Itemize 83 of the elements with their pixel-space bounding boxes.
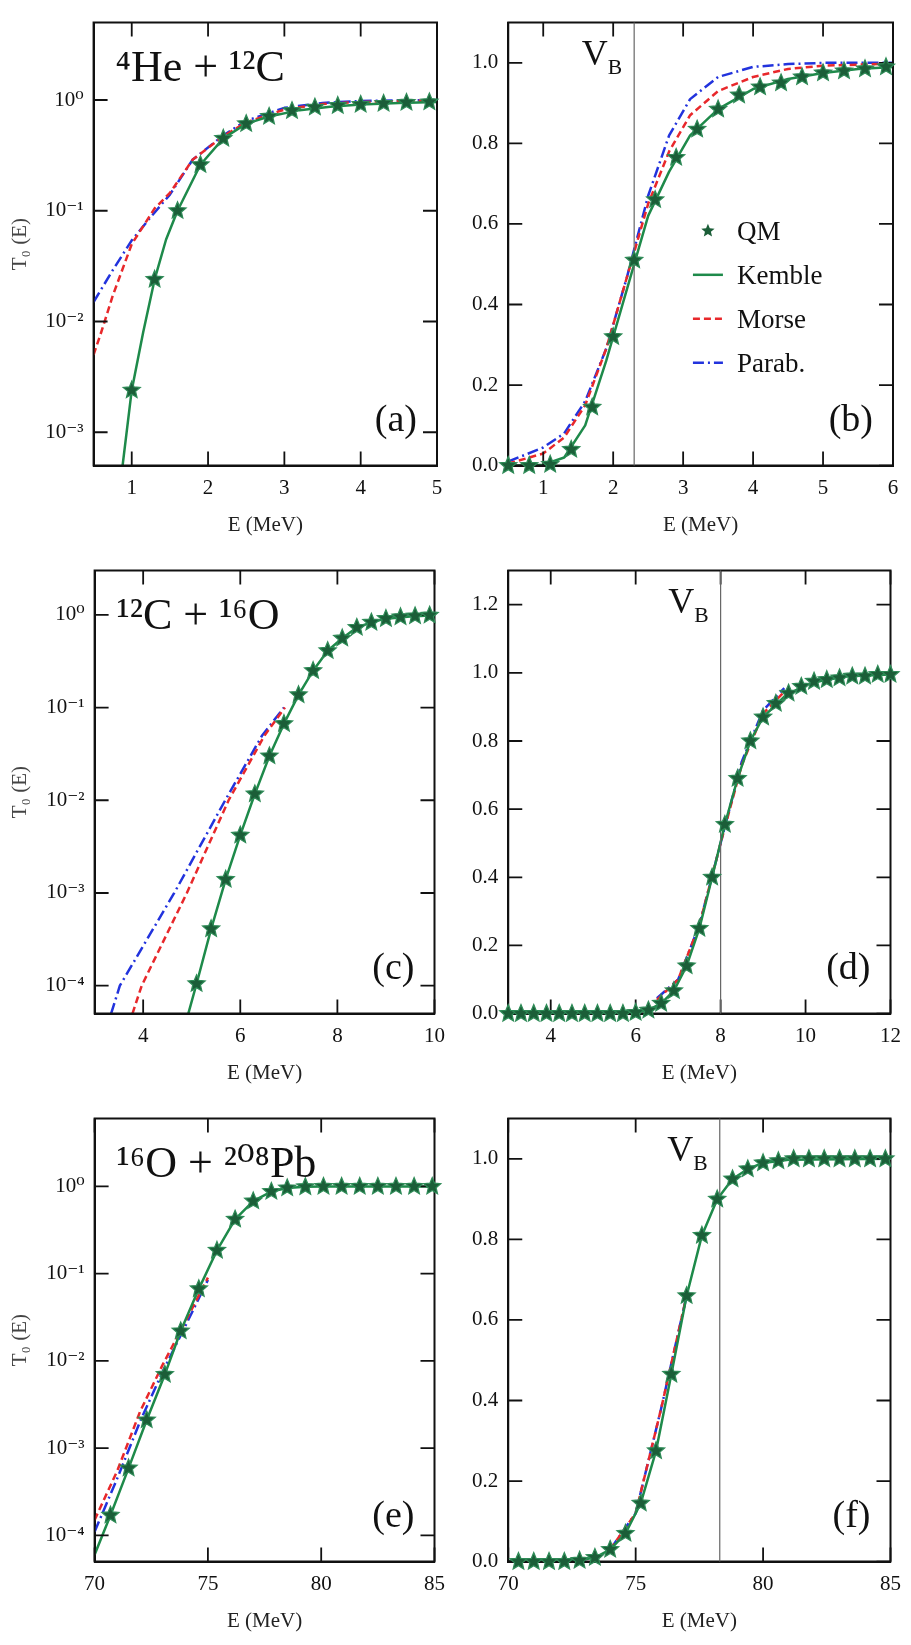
x-axis-title: E (MeV): [661, 1607, 737, 1632]
y-tick-label: 0.0: [472, 1548, 499, 1573]
y-tick-label: 0.4: [472, 1387, 499, 1412]
y-tick-label: 0.2: [472, 1467, 499, 1492]
y-tick-label: 10⁻⁴: [45, 972, 85, 997]
y-tick-label: 10⁻⁴: [45, 1521, 85, 1546]
x-tick-label: 1: [126, 474, 137, 499]
y-tick-label: 10⁻³: [45, 418, 84, 443]
x-tick-label: 70: [84, 1570, 106, 1595]
y-tick-label: 0.8: [472, 727, 499, 752]
x-tick-label: 4: [747, 474, 759, 499]
y-tick-label: 10⁻³: [46, 879, 85, 904]
x-tick-label: 2: [607, 474, 619, 499]
y-tick-label: 0.8: [472, 129, 499, 154]
y-tick-label: 0.2: [472, 371, 499, 396]
x-tick-label: 8: [332, 1022, 343, 1047]
annotation: (d): [826, 944, 871, 988]
x-tick-label: 3: [279, 474, 290, 499]
y-tick-label: 0.4: [472, 863, 499, 888]
x-tick-label: 70: [497, 1570, 519, 1595]
x-tick-label: 75: [197, 1570, 219, 1595]
y-tick-label: 1.0: [472, 1145, 499, 1170]
x-tick-label: 4: [545, 1022, 557, 1047]
chart-title: ⁴He + ¹²C: [115, 41, 285, 91]
annotation: (f): [832, 1492, 871, 1536]
x-tick-label: 10: [795, 1022, 817, 1047]
legend-label: Morse: [736, 303, 806, 334]
x-tick-label: 6: [235, 1022, 246, 1047]
y-tick-label: 10⁻¹: [46, 1260, 85, 1285]
x-tick-label: 6: [630, 1022, 641, 1047]
y-tick-label: 1.0: [472, 49, 499, 74]
x-axis-title: E (MeV): [226, 1607, 303, 1632]
x-axis-title: E (MeV): [663, 511, 739, 536]
y-tick-label: 0.6: [472, 1306, 499, 1331]
x-tick-label: 1: [537, 474, 549, 499]
x-tick-label: 4: [137, 1022, 149, 1047]
chart-title: ¹²C + ¹⁶O: [116, 589, 280, 639]
y-tick-label: 0.6: [472, 795, 499, 820]
y-tick-label: 1.0: [472, 659, 499, 684]
x-tick-label: 85: [424, 1570, 445, 1595]
y-tick-label: 0.4: [472, 291, 499, 316]
annotation: (c): [372, 944, 415, 988]
annotation: (b): [828, 396, 873, 440]
y-tick-label: 0.0: [472, 1000, 499, 1025]
legend-label: QM: [736, 215, 781, 246]
y-axis-title: T₀ (E): [7, 765, 32, 819]
x-tick-label: 2: [202, 474, 214, 499]
y-tick-label: 10⁻²: [45, 308, 84, 333]
x-tick-label: 5: [817, 474, 829, 499]
x-tick-label: 6: [887, 474, 899, 499]
x-tick-label: 80: [752, 1570, 774, 1595]
y-tick-label: 1.2: [472, 591, 499, 616]
y-tick-label: 0.8: [472, 1225, 499, 1250]
x-tick-label: 8: [715, 1022, 726, 1047]
y-tick-label: 10⁰: [55, 1172, 85, 1197]
y-axis-title: T₀ (E): [7, 1313, 32, 1367]
y-tick-label: 10⁻¹: [45, 197, 84, 222]
y-tick-label: 10⁻²: [46, 1347, 85, 1372]
annotation: (e): [372, 1492, 415, 1536]
legend-label: Parab.: [736, 347, 806, 378]
x-tick-label: 3: [677, 474, 689, 499]
y-axis-title: T₀ (E): [7, 217, 32, 271]
chart-title: ¹⁶O + ²⁰⁸Pb: [116, 1137, 317, 1187]
y-tick-label: 10⁻²: [46, 786, 85, 811]
y-tick-label: 10⁻¹: [46, 694, 85, 719]
y-tick-label: 0.2: [472, 931, 499, 956]
y-tick-label: 10⁻³: [46, 1434, 85, 1459]
legend-label: Kemble: [736, 259, 823, 290]
x-tick-label: 75: [625, 1570, 647, 1595]
x-tick-label: 5: [431, 474, 443, 499]
y-tick-label: 10⁰: [55, 601, 85, 626]
annotation: (a): [374, 396, 418, 440]
x-tick-label: 85: [880, 1570, 901, 1595]
x-axis-title: E (MeV): [227, 511, 303, 536]
x-tick-label: 12: [880, 1022, 901, 1047]
y-tick-label: 0.0: [472, 452, 499, 477]
x-tick-label: 80: [310, 1570, 332, 1595]
y-tick-label: 10⁰: [54, 86, 84, 111]
x-axis-title: E (MeV): [226, 1059, 303, 1084]
x-tick-label: 4: [355, 474, 367, 499]
y-tick-label: 0.6: [472, 210, 499, 235]
x-tick-label: 10: [424, 1022, 445, 1047]
x-axis-title: E (MeV): [661, 1059, 737, 1084]
